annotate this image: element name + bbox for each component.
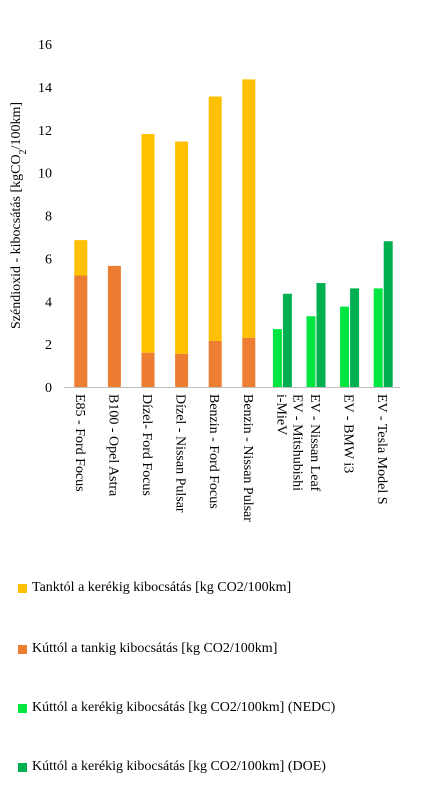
y-axis-ticks: 0 2 4 6 8 10 12 14 16: [38, 38, 52, 396]
legend-item: Kúttól a tankig kibocsátás [kg CO2/100km…: [18, 641, 277, 657]
legend: Tanktól a kerékig kibocsátás [kg CO2/100…: [18, 560, 418, 788]
bar-nedc: [373, 288, 383, 387]
x-tick-label: Dízel - Nissan Pulsar: [173, 394, 188, 513]
bar-segment-tanktol-kerekig: [208, 96, 222, 341]
bar-segment-kuttol-tankig: [74, 275, 88, 387]
y-tick-label: 10: [38, 167, 52, 182]
y-tick-label: 14: [38, 81, 52, 96]
bar-segment-kuttol-tankig: [141, 352, 155, 387]
x-tick-label: Benzin - Nissan Pulsar: [240, 394, 255, 522]
chart: Széndioxid - kibocsátás [kgCO2/100km] 0 2…: [9, 38, 400, 522]
x-tick-label: EV - Nissan Leaf: [307, 394, 322, 492]
legend-item: Tanktól a kerékig kibocsátás [kg CO2/100…: [18, 580, 291, 596]
y-tick-label: 0: [45, 381, 52, 396]
x-axis-tick-labels: E85 - Ford Focus B100 - Opel Astra Dízel- …: [72, 394, 389, 522]
bar-segment-kuttol-tankig: [242, 337, 256, 387]
y-tick-label: 4: [45, 295, 52, 310]
x-tick-label: EV - BMW i3: [341, 394, 356, 473]
bar-segment-tanktol-kerekig: [242, 79, 256, 338]
bar-segment-tanktol-kerekig: [74, 240, 88, 276]
legend-swatch: [18, 644, 27, 654]
bar-doe: [282, 293, 292, 387]
legend-swatch: [18, 703, 27, 713]
y-tick-label: 12: [38, 124, 52, 139]
legend-label: Kúttól a kerékig kibocsátás [kg CO2/100k…: [32, 700, 336, 715]
y-tick-label: 16: [38, 38, 52, 53]
x-tick-label: Dízel- Ford Focus: [139, 394, 154, 496]
y-axis-label-group: Széndioxid - kibocsátás [kgCO2/100km]: [9, 102, 29, 329]
bar-segment-tanktol-kerekig: [141, 134, 155, 353]
legend-swatch: [18, 583, 27, 593]
x-tick-label: EV - Tesla Model S: [374, 394, 389, 505]
bar-doe: [316, 283, 326, 387]
bar-doe: [383, 241, 393, 387]
bar-doe: [350, 288, 360, 387]
bar-segment-tanktol-kerekig: [175, 141, 189, 354]
y-axis-label: Széndioxid - kibocsátás [kgCO2/100km]: [9, 102, 29, 329]
legend-label: Kúttól a tankig kibocsátás [kg CO2/100km…: [32, 641, 278, 656]
legend-item: Kúttól a kerékig kibocsátás [kg CO2/100k…: [18, 759, 326, 775]
y-tick-label: 8: [45, 210, 52, 225]
legend-item: Kúttól a kerékig kibocsátás [kg CO2/100k…: [18, 700, 335, 716]
legend-swatch: [18, 762, 27, 772]
bar-segment-kuttol-tankig: [107, 265, 121, 387]
legend-label: Tanktól a kerékig kibocsátás [kg CO2/100…: [32, 580, 292, 595]
bar-nedc: [306, 316, 316, 387]
x-tick-label: EV - Mitshubishii-MieV: [273, 394, 304, 491]
bar-nedc: [340, 306, 350, 387]
y-tick-label: 6: [45, 252, 52, 267]
x-tick-label: E85 - Ford Focus: [72, 394, 87, 492]
legend-label: Kúttól a kerékig kibocsátás [kg CO2/100k…: [32, 759, 326, 774]
bars: [74, 79, 393, 387]
bar-segment-kuttol-tankig: [175, 353, 189, 387]
x-tick-label: Benzin - Ford Focus: [206, 394, 221, 509]
bar-segment-kuttol-tankig: [208, 340, 222, 387]
y-tick-label: 2: [45, 338, 52, 353]
x-tick-label: B100 - Opel Astra: [105, 394, 120, 497]
bar-nedc: [272, 329, 282, 387]
